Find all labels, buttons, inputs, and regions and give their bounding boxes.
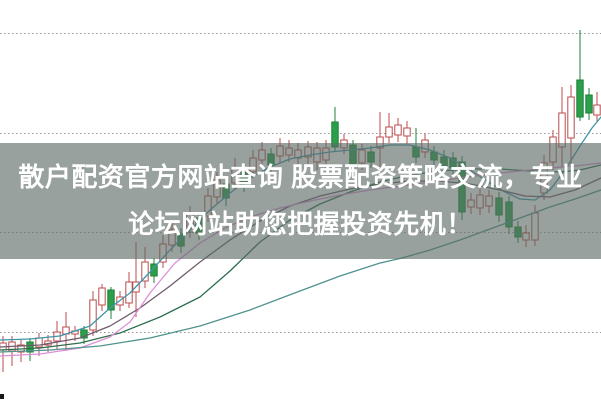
candle-body (89, 299, 97, 331)
bottom-left-artifact-mark (0, 394, 4, 399)
candle-body (567, 96, 575, 139)
candle-body (558, 112, 566, 148)
candle-body (150, 263, 158, 277)
candle-body (80, 329, 88, 339)
candle-body (385, 126, 393, 138)
candle-body (403, 127, 411, 137)
candle-body (576, 79, 584, 118)
candle-body (394, 124, 402, 136)
banner-headline-line1: 散户配资官方网站查询 股票配资策略交流，专业 (18, 162, 583, 192)
candle-body (585, 94, 593, 114)
candle-body (26, 341, 34, 353)
banner-headline-line2: 论坛网站助您把握投资先机！ (128, 209, 473, 239)
candle-body (593, 104, 601, 116)
overlay-banner: 散户配资官方网站查询 股票配资策略交流，专业 论坛网站助您把握投资先机！ (0, 143, 601, 259)
candle-body (125, 281, 133, 304)
candle-body (141, 261, 149, 282)
candle-body (107, 289, 115, 311)
candle-body (98, 287, 106, 306)
